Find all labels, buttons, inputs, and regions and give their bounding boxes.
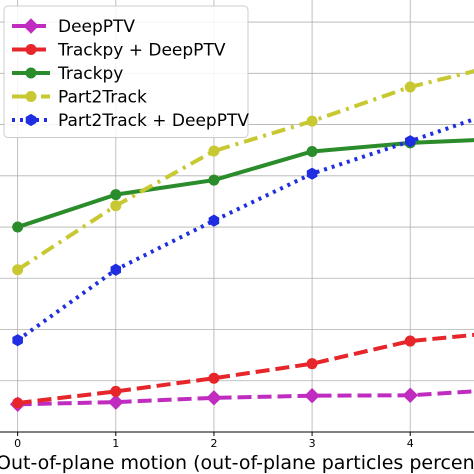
series-3-point-2 bbox=[208, 145, 220, 157]
series-4-point-1 bbox=[110, 263, 122, 276]
legend-marker-2 bbox=[25, 67, 37, 79]
legend-marker-1 bbox=[25, 44, 37, 55]
legend-entry-0: DeepPTV bbox=[12, 17, 135, 37]
series-1-point-0 bbox=[12, 397, 24, 409]
data-series bbox=[9, 69, 474, 412]
series-line-2 bbox=[17, 138, 474, 229]
series-2-point-1 bbox=[110, 189, 122, 201]
legend-label-2: Trackpy bbox=[57, 64, 123, 84]
series-4-point-2 bbox=[208, 214, 220, 227]
series-0-point-4 bbox=[402, 387, 418, 403]
x-tick-label-0: 0 bbox=[14, 437, 21, 450]
legend-entry-3: Part2Track bbox=[12, 88, 147, 108]
x-axis-label: Out-of-plane motion (out-of-plane partic… bbox=[0, 452, 474, 474]
series-3-point-4 bbox=[404, 81, 416, 93]
series-2-point-2 bbox=[208, 174, 220, 186]
series-3-point-1 bbox=[110, 200, 122, 212]
legend-label-1: Trackpy + DeepPTV bbox=[57, 41, 226, 61]
legend-label-3: Part2Track bbox=[58, 88, 147, 108]
legend-marker-4 bbox=[25, 113, 37, 127]
legend-label-4: Part2Track + DeepPTV bbox=[58, 111, 249, 131]
series-0-point-3 bbox=[304, 387, 320, 404]
x-tick-label-1: 1 bbox=[112, 437, 119, 450]
series-4 bbox=[12, 117, 474, 347]
legend-marker-0 bbox=[23, 18, 39, 34]
series-1 bbox=[12, 332, 474, 409]
x-tick-label-3: 3 bbox=[309, 437, 316, 450]
legend-entry-1: Trackpy + DeepPTV bbox=[12, 41, 226, 61]
legend-label-0: DeepPTV bbox=[58, 17, 135, 37]
series-2-point-3 bbox=[306, 145, 318, 157]
series-line-0 bbox=[17, 389, 474, 407]
x-tick-label-2: 2 bbox=[210, 437, 217, 450]
series-3-point-0 bbox=[12, 264, 24, 276]
series-line-1 bbox=[17, 332, 474, 405]
series-3-point-3 bbox=[306, 115, 318, 127]
series-2-point-0 bbox=[12, 221, 24, 233]
series-0-point-1 bbox=[108, 394, 124, 410]
series-1-point-3 bbox=[306, 358, 318, 370]
series-1-point-4 bbox=[404, 335, 416, 347]
legend-box bbox=[3, 5, 249, 138]
series-4-point-3 bbox=[306, 167, 318, 180]
series-4-point-0 bbox=[12, 334, 23, 347]
series-line-3 bbox=[16, 69, 474, 272]
axes bbox=[0, 431, 474, 436]
legend-entry-4: Part2Track + DeepPTV bbox=[12, 111, 249, 131]
series-4-point-4 bbox=[404, 135, 416, 148]
legend-entry-2: Trackpy bbox=[12, 64, 123, 84]
x-tick-label-4: 4 bbox=[407, 437, 414, 450]
series-1-point-2 bbox=[208, 372, 220, 384]
x-tick-labels: 012345 bbox=[14, 437, 414, 450]
legend-marker-3 bbox=[25, 91, 37, 102]
series-1-point-1 bbox=[110, 385, 122, 397]
series-0-point-2 bbox=[206, 390, 222, 406]
series-3 bbox=[12, 69, 474, 276]
legend: DeepPTV Trackpy + DeepPTV Trackpy Part2Trac… bbox=[3, 5, 249, 138]
